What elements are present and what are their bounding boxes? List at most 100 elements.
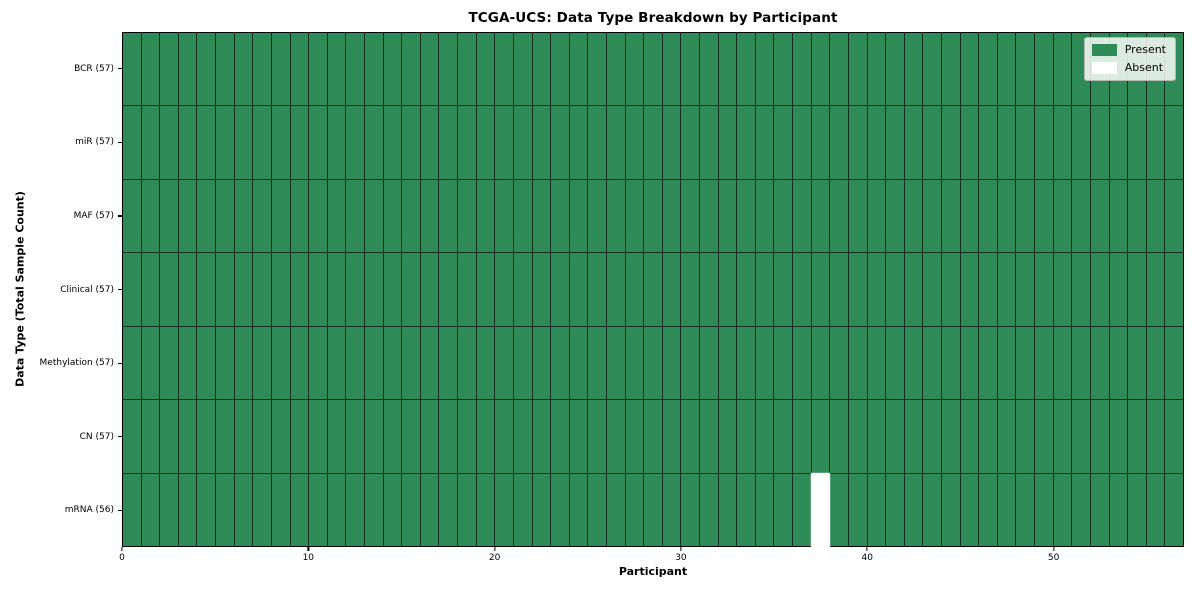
x-tick-label: 50 (1047, 553, 1060, 563)
heatmap-cell (681, 106, 700, 179)
heatmap-cell (700, 106, 718, 179)
heatmap-cell (755, 253, 774, 326)
heatmap-cell (383, 33, 402, 106)
heatmap-cell (383, 253, 402, 326)
heatmap-grid (123, 33, 1183, 546)
heatmap-cell (1016, 473, 1035, 546)
heatmap-cell (551, 400, 569, 473)
heatmap-cell (718, 33, 737, 106)
heatmap-cell (569, 33, 588, 106)
heatmap-cell (346, 400, 364, 473)
heatmap-cell (1072, 326, 1090, 400)
heatmap-cell (1072, 473, 1090, 546)
legend-item: Present (1091, 44, 1166, 56)
heatmap-cell (551, 179, 569, 253)
heatmap-cell (1109, 326, 1128, 400)
heatmap-cell (234, 253, 253, 326)
heatmap-cell (1146, 106, 1165, 179)
heatmap-cell (532, 253, 551, 326)
heatmap-cell (942, 326, 960, 400)
heatmap-cell (942, 33, 960, 106)
heatmap-cell (1016, 179, 1035, 253)
heatmap-cell (346, 326, 364, 400)
heatmap-cell (234, 33, 253, 106)
heatmap-cell (364, 106, 383, 179)
heatmap-cell (923, 33, 942, 106)
heatmap-cell (216, 106, 234, 179)
heatmap-cell (271, 253, 290, 326)
heatmap-cell (811, 179, 830, 253)
heatmap-cell (141, 179, 160, 253)
heatmap-cell (569, 473, 588, 546)
heatmap-cell (532, 400, 551, 473)
heatmap-cell (1053, 400, 1072, 473)
heatmap-cell (271, 179, 290, 253)
heatmap-cell (1035, 473, 1053, 546)
heatmap-cell (662, 400, 681, 473)
heatmap-cell (1146, 179, 1165, 253)
heatmap-cell (588, 473, 606, 546)
y-tick-label: miR (57) (75, 137, 114, 148)
heatmap-cell (253, 473, 271, 546)
heatmap-cell (1128, 253, 1146, 326)
heatmap-cell (923, 253, 942, 326)
heatmap-cell (904, 326, 923, 400)
heatmap-cell (476, 179, 495, 253)
heatmap-cell (1016, 106, 1035, 179)
heatmap-cell (234, 179, 253, 253)
heatmap-cell (588, 179, 606, 253)
heatmap-cell (309, 400, 327, 473)
heatmap-cell (458, 179, 476, 253)
heatmap-cell (364, 473, 383, 546)
heatmap-cell (290, 179, 309, 253)
heatmap-cell (234, 400, 253, 473)
heatmap-cell (830, 106, 848, 179)
heatmap-cell (420, 400, 439, 473)
heatmap-cell (700, 253, 718, 326)
heatmap-cell (942, 253, 960, 326)
heatmap-cell (271, 473, 290, 546)
x-tick-label: 40 (861, 553, 873, 563)
heatmap-cell (253, 179, 271, 253)
heatmap-cell (960, 400, 979, 473)
heatmap-cell (830, 473, 848, 546)
heatmap-cell (309, 33, 327, 106)
heatmap-cell (755, 106, 774, 179)
heatmap-cell (997, 179, 1016, 253)
heatmap-cell (1128, 106, 1146, 179)
heatmap-cell (886, 326, 904, 400)
x-tick-label: 20 (488, 553, 501, 563)
heatmap-cell (1072, 400, 1090, 473)
heatmap-cell (1072, 253, 1090, 326)
heatmap-cell (551, 473, 569, 546)
heatmap-cell (551, 253, 569, 326)
heatmap-cell (793, 473, 811, 546)
heatmap-cell (867, 253, 886, 326)
heatmap-cell (346, 33, 364, 106)
heatmap-cell (755, 33, 774, 106)
heatmap-cell (923, 473, 942, 546)
heatmap-cell (364, 400, 383, 473)
heatmap-cell (681, 179, 700, 253)
heatmap-cell (1035, 253, 1053, 326)
heatmap-cell (513, 179, 532, 253)
heatmap-cell (160, 473, 178, 546)
heatmap-cell (383, 179, 402, 253)
x-tick-mark (494, 547, 496, 551)
heatmap-cell (216, 33, 234, 106)
heatmap-cell (439, 253, 458, 326)
heatmap-cell (1090, 400, 1109, 473)
heatmap-cell (774, 326, 793, 400)
heatmap-cell (178, 400, 197, 473)
heatmap-cell (848, 33, 867, 106)
heatmap-cell (662, 253, 681, 326)
heatmap-cell (904, 473, 923, 546)
heatmap-cell (327, 400, 346, 473)
heatmap-cell (495, 400, 513, 473)
heatmap-cell (904, 179, 923, 253)
heatmap-cell (662, 179, 681, 253)
heatmap-cell (364, 253, 383, 326)
heatmap-cell (867, 33, 886, 106)
heatmap-cell (197, 106, 216, 179)
heatmap-cell (1053, 326, 1072, 400)
